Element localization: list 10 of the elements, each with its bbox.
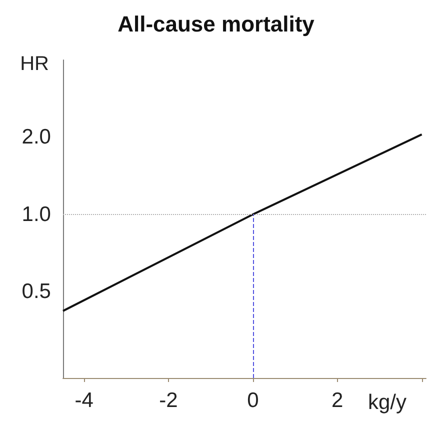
x-tick-label: -4 — [74, 389, 94, 412]
x-tick-label: 0 — [247, 389, 259, 412]
x-axis-title: kg/y — [368, 391, 408, 414]
x-tick-label: -2 — [159, 389, 178, 412]
y-tick-label: 0.5 — [22, 280, 51, 304]
y-tick-label: 2.0 — [22, 126, 51, 149]
y-axis-title: HR — [20, 53, 49, 75]
x-tick-label: 2 — [332, 389, 344, 412]
y-tick-label: 1.0 — [22, 202, 51, 226]
chart-title: All-cause mortality — [118, 12, 316, 36]
